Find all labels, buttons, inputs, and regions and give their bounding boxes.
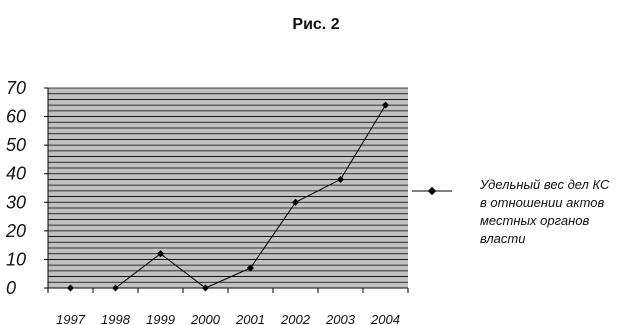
y-tick-label: 60 [6, 107, 26, 127]
data-point [336, 175, 345, 183]
x-tick-label: 1997 [56, 312, 86, 325]
x-tick-label: 1998 [101, 312, 131, 325]
y-tick-label: 70 [6, 78, 26, 98]
x-tick-label: 1999 [146, 312, 175, 325]
data-point [381, 101, 390, 109]
data-point [156, 250, 165, 258]
figure-caption: Рис. 2 [292, 16, 340, 33]
y-tick-label: 10 [6, 249, 26, 269]
series-line [70, 104, 386, 289]
x-tick-label: 2001 [235, 312, 265, 325]
data-point [246, 264, 255, 272]
y-tick-label: 50 [6, 135, 26, 155]
x-tick-label: 2003 [325, 312, 356, 325]
legend-marker-icon [412, 186, 452, 196]
legend-label: Удельный вес дел КС в отношении актов ме… [480, 177, 610, 246]
x-tick-label: 2000 [190, 312, 221, 325]
y-tick-label: 30 [6, 192, 26, 212]
data-point [66, 284, 75, 292]
y-tick-label: 0 [6, 278, 16, 298]
plot-area [48, 88, 408, 288]
x-tick-label: 2004 [370, 312, 400, 325]
data-point [111, 284, 120, 292]
y-tick-label: 40 [6, 164, 26, 184]
x-tick-label: 2002 [280, 312, 311, 325]
y-tick-label: 20 [5, 221, 26, 241]
data-point [201, 284, 210, 292]
data-point [291, 198, 300, 206]
